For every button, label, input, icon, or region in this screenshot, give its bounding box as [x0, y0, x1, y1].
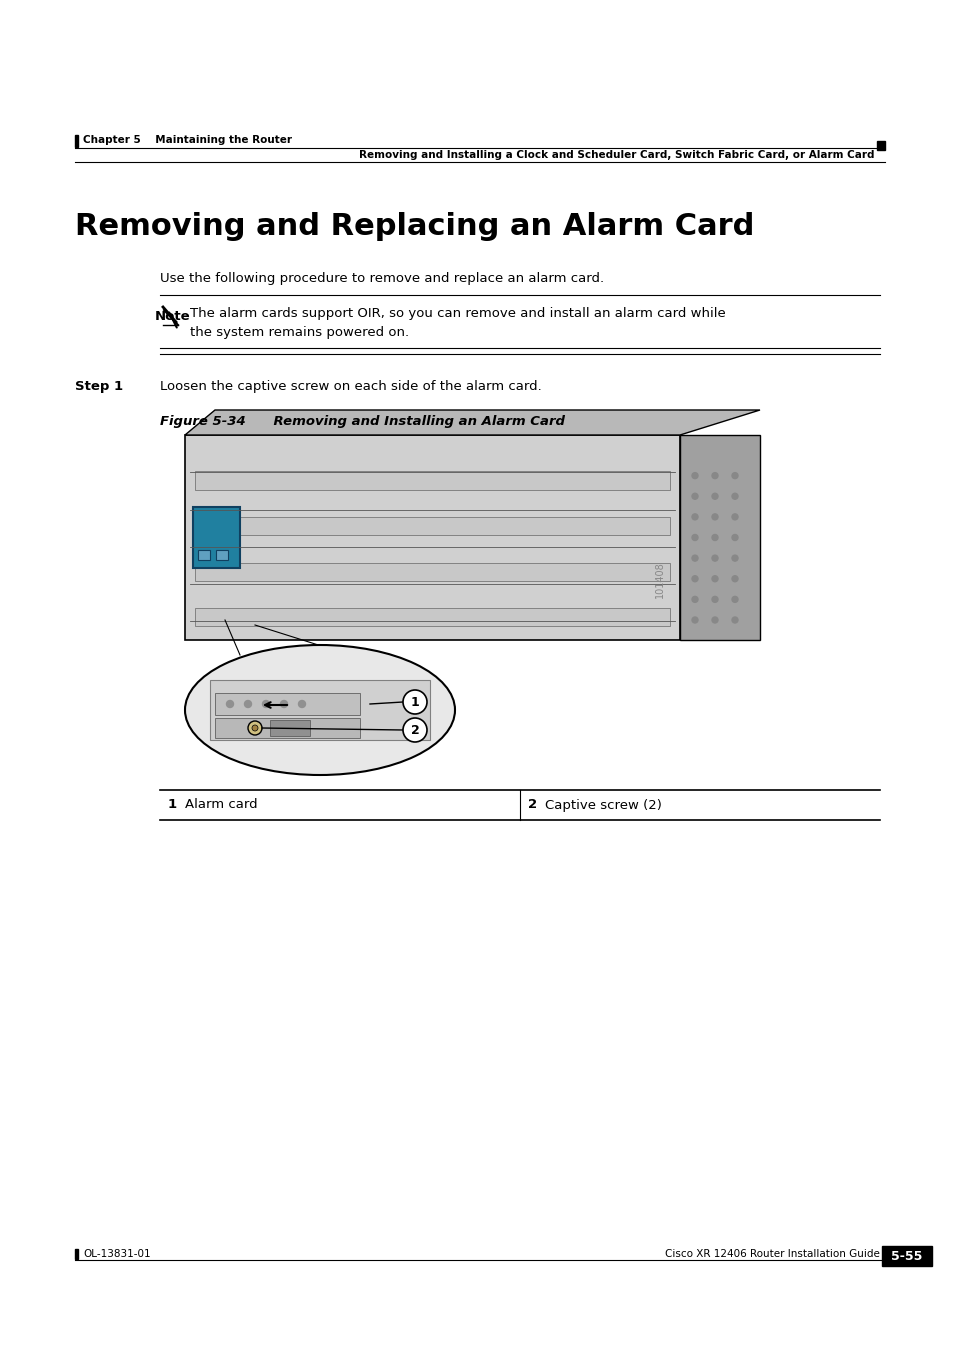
Text: 2: 2	[410, 724, 419, 736]
Circle shape	[731, 535, 738, 540]
Bar	[679, 435, 760, 640]
Text: The alarm cards support OIR, so you can remove and install an alarm card while
t: The alarm cards support OIR, so you can …	[190, 307, 725, 339]
Bar	[882, 1246, 931, 1266]
Text: Loosen the captive screw on each side of the alarm card.: Loosen the captive screw on each side of…	[160, 380, 541, 393]
Circle shape	[252, 725, 257, 731]
Circle shape	[691, 576, 698, 582]
Bar	[185, 435, 679, 640]
Text: Captive screw (2): Captive screw (2)	[544, 798, 661, 812]
Circle shape	[226, 701, 233, 708]
Bar	[194, 562, 669, 581]
Circle shape	[691, 473, 698, 478]
Ellipse shape	[185, 644, 455, 775]
Bar	[214, 693, 359, 715]
Circle shape	[731, 473, 738, 478]
Circle shape	[711, 513, 718, 520]
Circle shape	[691, 555, 698, 561]
Text: Note: Note	[154, 311, 191, 323]
Bar	[210, 680, 430, 740]
Circle shape	[731, 493, 738, 500]
Circle shape	[402, 717, 427, 742]
Bar	[193, 507, 240, 569]
Text: 2: 2	[527, 798, 537, 812]
Text: 5-55: 5-55	[890, 1250, 922, 1262]
Circle shape	[711, 555, 718, 561]
Bar	[214, 717, 359, 738]
Bar	[194, 608, 669, 627]
Bar	[198, 550, 210, 561]
Circle shape	[711, 535, 718, 540]
Circle shape	[248, 721, 262, 735]
Text: Step 1: Step 1	[75, 380, 123, 393]
Circle shape	[244, 701, 252, 708]
Circle shape	[731, 513, 738, 520]
Text: 1: 1	[410, 696, 419, 708]
Circle shape	[280, 701, 287, 708]
Bar	[876, 141, 884, 150]
Circle shape	[691, 596, 698, 603]
Circle shape	[711, 473, 718, 478]
Circle shape	[731, 555, 738, 561]
Circle shape	[691, 493, 698, 500]
Circle shape	[731, 576, 738, 582]
Circle shape	[402, 690, 427, 713]
Text: Use the following procedure to remove and replace an alarm card.: Use the following procedure to remove an…	[160, 272, 603, 285]
Circle shape	[691, 535, 698, 540]
Circle shape	[711, 576, 718, 582]
Circle shape	[298, 701, 305, 708]
Bar	[75, 1250, 78, 1259]
Text: Cisco XR 12406 Router Installation Guide: Cisco XR 12406 Router Installation Guide	[664, 1250, 879, 1259]
Bar	[194, 517, 669, 535]
Circle shape	[731, 617, 738, 623]
Text: Removing and Installing a Clock and Scheduler Card, Switch Fabric Card, or Alarm: Removing and Installing a Clock and Sche…	[359, 150, 874, 159]
Circle shape	[711, 617, 718, 623]
Text: OL-13831-01: OL-13831-01	[83, 1250, 151, 1259]
Circle shape	[691, 617, 698, 623]
Circle shape	[711, 493, 718, 500]
Bar	[194, 471, 669, 489]
Circle shape	[711, 596, 718, 603]
Circle shape	[731, 596, 738, 603]
Text: Alarm card: Alarm card	[185, 798, 257, 812]
Circle shape	[262, 701, 269, 708]
Bar	[270, 720, 310, 736]
Text: 1: 1	[168, 798, 177, 812]
Polygon shape	[185, 409, 760, 435]
Text: 101408: 101408	[655, 562, 664, 598]
Bar	[75, 135, 78, 147]
Bar	[215, 550, 228, 561]
Text: Removing and Replacing an Alarm Card: Removing and Replacing an Alarm Card	[75, 212, 754, 240]
Text: Figure 5-34      Removing and Installing an Alarm Card: Figure 5-34 Removing and Installing an A…	[160, 415, 564, 428]
Circle shape	[691, 513, 698, 520]
Text: Chapter 5    Maintaining the Router: Chapter 5 Maintaining the Router	[83, 135, 292, 145]
